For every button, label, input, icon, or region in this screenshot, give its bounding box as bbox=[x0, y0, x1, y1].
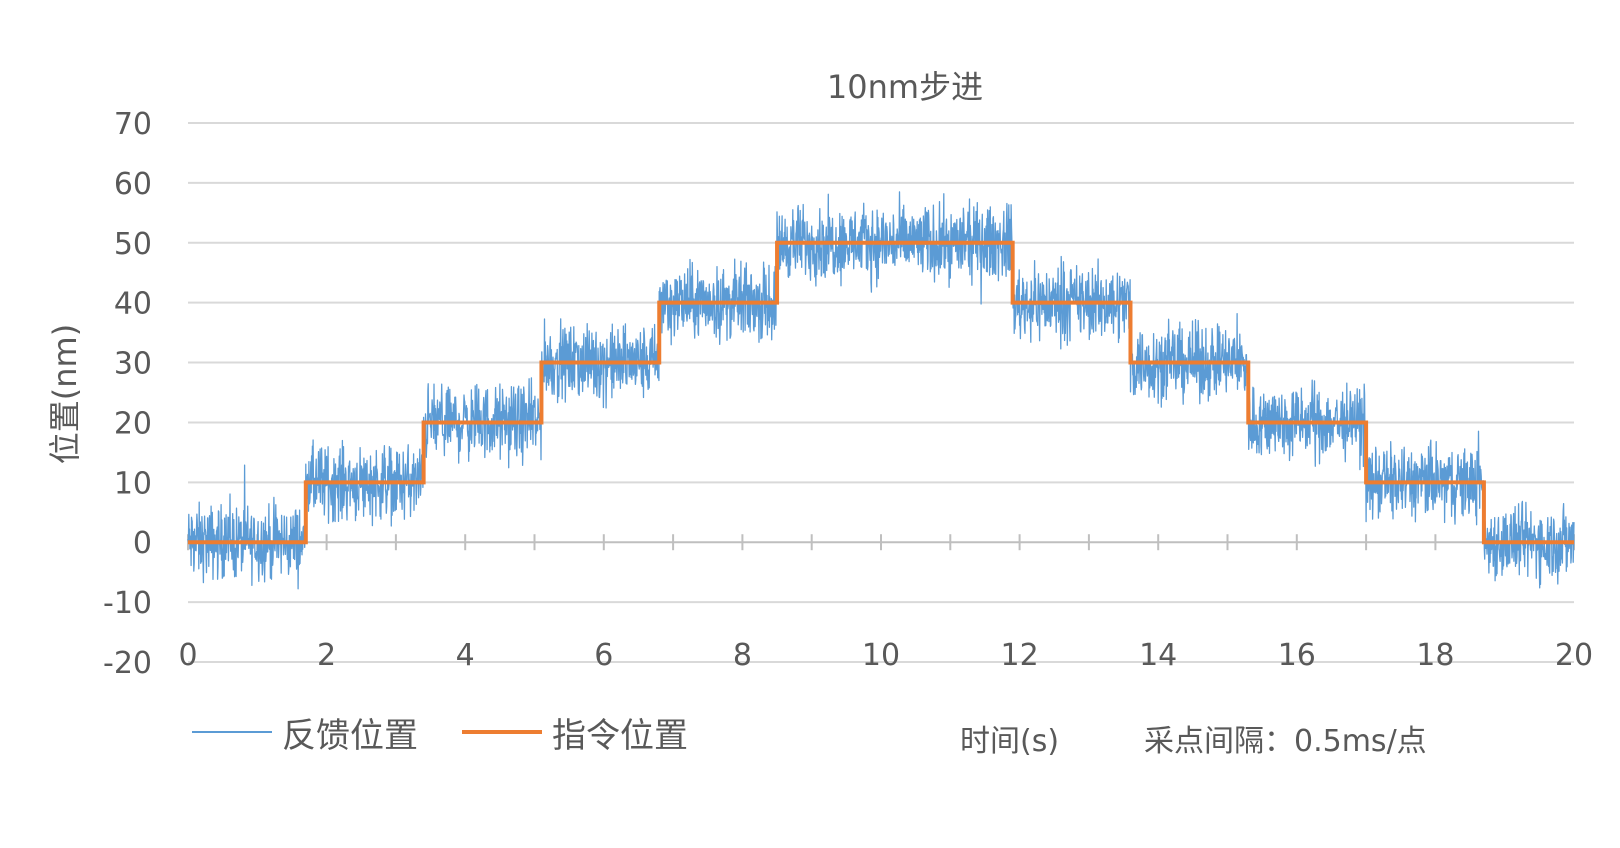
y-tick-label: 0 bbox=[133, 526, 152, 561]
x-axis-label: 时间(s) bbox=[960, 724, 1060, 759]
series-feedback-line bbox=[187, 191, 1575, 590]
legend-label-feedback: 反馈位置 bbox=[282, 715, 418, 756]
x-tick-label: 4 bbox=[456, 638, 475, 673]
x-tick-label: 16 bbox=[1278, 638, 1316, 673]
y-axis-label: 位置(nm) bbox=[46, 324, 84, 464]
y-tick-label: -20 bbox=[103, 646, 152, 681]
x-tick-label: 6 bbox=[594, 638, 613, 673]
sampling-note: 采点间隔：0.5ms/点 bbox=[1144, 724, 1427, 759]
x-tick-label: 18 bbox=[1416, 638, 1454, 673]
legend: 反馈位置 指令位置 bbox=[192, 712, 688, 756]
y-tick-label: 60 bbox=[114, 167, 152, 202]
y-tick-label: 40 bbox=[114, 287, 152, 322]
legend-item-command[interactable]: 指令位置 bbox=[462, 708, 688, 757]
y-tick-labels: -20 -10 0 10 20 30 40 50 60 70 bbox=[103, 107, 152, 681]
x-tick-label: 14 bbox=[1139, 638, 1177, 673]
x-tick-label: 20 bbox=[1555, 638, 1593, 673]
plot-area bbox=[187, 191, 1575, 590]
x-tick-labels: 0 2 4 6 8 10 12 14 16 18 20 bbox=[178, 638, 1593, 673]
legend-swatch-feedback bbox=[192, 731, 272, 733]
x-tick-label: 2 bbox=[317, 638, 336, 673]
legend-label-command: 指令位置 bbox=[552, 715, 688, 756]
y-tick-label: 20 bbox=[114, 406, 152, 441]
gridlines bbox=[188, 122, 1574, 663]
y-tick-label: 50 bbox=[114, 227, 152, 262]
legend-swatch-command bbox=[462, 730, 542, 734]
x-axis bbox=[187, 534, 1575, 551]
y-tick-label: 70 bbox=[114, 107, 152, 142]
x-tick-label: 12 bbox=[1001, 638, 1039, 673]
y-tick-label: -10 bbox=[103, 586, 152, 621]
chart-title: 10nm步进 bbox=[827, 68, 983, 106]
legend-item-feedback[interactable]: 反馈位置 bbox=[192, 708, 418, 757]
x-tick-label: 10 bbox=[862, 638, 900, 673]
x-tick-label: 0 bbox=[178, 638, 197, 673]
y-tick-label: 30 bbox=[114, 347, 152, 382]
y-tick-label: 10 bbox=[114, 466, 152, 501]
series-command-line bbox=[188, 240, 1574, 545]
x-tick-label: 8 bbox=[733, 638, 752, 673]
